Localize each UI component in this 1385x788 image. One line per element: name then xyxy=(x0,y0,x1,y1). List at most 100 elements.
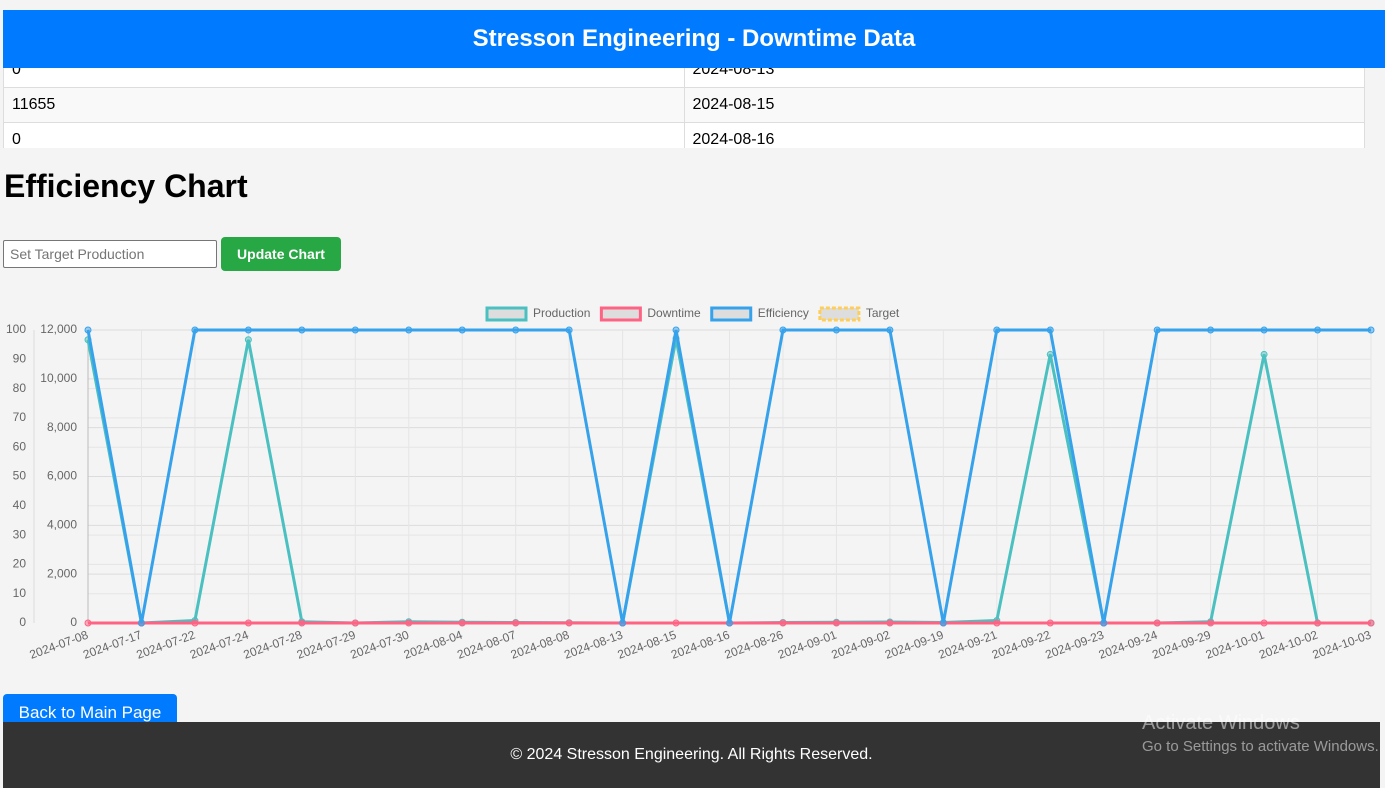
y-tick-label: 50 xyxy=(13,469,27,483)
data-point xyxy=(191,326,199,334)
y-tick-label: 30 xyxy=(13,527,27,541)
header: Stresson Engineering - Downtime Data xyxy=(3,10,1385,68)
data-point xyxy=(1314,619,1322,627)
y-tick-label: 40 xyxy=(13,498,27,512)
data-point xyxy=(244,326,252,334)
section-title: Efficiency Chart xyxy=(4,168,248,204)
update-button[interactable]: Update Chart xyxy=(221,237,341,271)
x-tick-label: 2024-08-16 xyxy=(669,628,732,662)
data-point xyxy=(993,326,1001,334)
y-tick-label: 100 xyxy=(6,322,26,336)
data-point xyxy=(993,619,1001,627)
x-tick-label: 2024-08-07 xyxy=(455,628,518,662)
y2-tick-label: 10,000 xyxy=(40,371,77,385)
data-point xyxy=(832,326,840,334)
data-point xyxy=(565,619,573,627)
cell: 11655 xyxy=(3,87,685,123)
data-point xyxy=(939,619,947,627)
data-point xyxy=(244,619,252,627)
x-tick-label: 2024-09-01 xyxy=(776,628,839,662)
data-point xyxy=(191,619,199,627)
x-tick-label: 2024-07-29 xyxy=(295,628,358,662)
data-point xyxy=(1207,326,1215,334)
y-tick-label: 0 xyxy=(19,615,26,629)
target-input[interactable]: Set Target Production xyxy=(3,240,217,268)
x-tick-label: 2024-09-23 xyxy=(1043,628,1106,662)
legend-swatch xyxy=(599,306,642,322)
y2-tick-label: 0 xyxy=(70,615,77,629)
data-point xyxy=(886,326,894,334)
chart: 0 10 20 30 40 50 60 70 80 90 100 0 2,000 4,000 6,000 8,… xyxy=(6,306,1375,662)
legend-swatch xyxy=(485,306,528,322)
data-point xyxy=(458,619,466,627)
data-point xyxy=(1260,619,1268,627)
x-tick-label: 2024-07-30 xyxy=(348,628,411,662)
y2-tick-label: 12,000 xyxy=(40,322,77,336)
footer: © 2024 Stresson Engineering. All Rights … xyxy=(3,722,1380,788)
data-point xyxy=(1046,619,1054,627)
data-point xyxy=(886,619,894,627)
x-tick-label: 2024-09-21 xyxy=(936,628,999,662)
x-tick-label: 2024-07-28 xyxy=(241,628,304,662)
data-point xyxy=(298,619,306,627)
y-tick-label: 70 xyxy=(13,410,27,424)
cell: 2024-08-15 xyxy=(683,87,1365,123)
y-tick-label: 60 xyxy=(13,439,27,453)
data-point xyxy=(672,619,680,627)
x-tick-label: 2024-08-26 xyxy=(723,628,786,662)
x-tick-label: 2024-10-01 xyxy=(1204,628,1267,662)
data-point xyxy=(1260,350,1268,358)
data-point xyxy=(1153,619,1161,627)
x-tick-label: 2024-07-24 xyxy=(188,628,251,662)
data-point xyxy=(137,619,145,627)
y-tick-label: 20 xyxy=(13,557,27,571)
cell: 0 xyxy=(3,122,685,148)
x-tick-label: 2024-08-08 xyxy=(509,628,572,662)
data-point xyxy=(1367,619,1375,627)
data-point xyxy=(779,326,787,334)
cell: 2024-08-16 xyxy=(683,122,1365,148)
legend-swatch xyxy=(818,306,861,322)
x-tick-label: 2024-10-02 xyxy=(1257,628,1320,662)
data-point xyxy=(619,619,627,627)
data-point xyxy=(405,326,413,334)
data-point xyxy=(1153,326,1161,334)
x-tick-label: 2024-07-08 xyxy=(28,628,91,662)
legend-label: Production xyxy=(533,306,590,320)
x-tick-label: 2024-08-13 xyxy=(562,628,625,662)
y-tick-label: 80 xyxy=(13,381,27,395)
y2-tick-label: 8,000 xyxy=(47,420,77,434)
data-point xyxy=(405,619,413,627)
data-point xyxy=(351,619,359,627)
data-point xyxy=(1207,619,1215,627)
x-tick-label: 2024-09-19 xyxy=(883,628,946,662)
data-point xyxy=(1046,326,1054,334)
x-tick-label: 2024-08-15 xyxy=(616,628,679,662)
x-tick-label: 2024-07-22 xyxy=(135,628,198,662)
data-point xyxy=(1260,326,1268,334)
data-point xyxy=(565,326,573,334)
watermark-title: Activate Windows xyxy=(1142,712,1300,734)
data-point xyxy=(298,326,306,334)
y-tick-label: 90 xyxy=(13,351,27,365)
data-point xyxy=(1367,326,1375,334)
data-point xyxy=(779,619,787,627)
data-point xyxy=(244,336,252,344)
data-point xyxy=(726,619,733,627)
legend-label: Target xyxy=(866,306,900,320)
x-tick-label: 2024-10-03 xyxy=(1311,628,1374,662)
data-point xyxy=(512,326,520,334)
x-tick-label: 2024-09-02 xyxy=(830,628,893,662)
data-point xyxy=(832,619,840,627)
data-point xyxy=(1314,326,1322,334)
data-point xyxy=(1100,619,1108,627)
x-tick-label: 2024-09-22 xyxy=(990,628,1053,662)
y2-tick-label: 4,000 xyxy=(47,518,77,532)
watermark-subtitle: Go to Settings to activate Windows. xyxy=(1142,738,1379,755)
y2-tick-label: 6,000 xyxy=(47,469,77,483)
legend-label: Downtime xyxy=(647,306,701,320)
data-point xyxy=(1046,350,1054,358)
legend-swatch xyxy=(710,306,753,322)
x-tick-label: 2024-09-24 xyxy=(1097,628,1160,662)
